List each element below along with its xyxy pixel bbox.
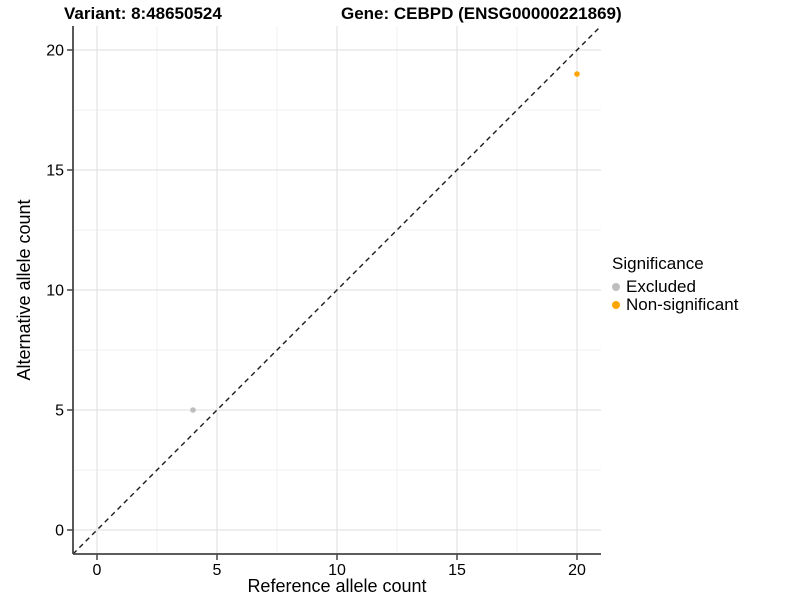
y-tick-label: 0 (55, 523, 64, 540)
y-tick-label: 20 (46, 43, 64, 60)
x-tick-label: 15 (448, 562, 466, 579)
excluded-point-icon (612, 283, 620, 291)
y-axis-title: Alternative allele count (14, 199, 34, 381)
x-tick-label: 5 (213, 562, 222, 579)
x-tick-label: 0 (93, 562, 102, 579)
data-point-non-significant (574, 71, 580, 77)
y-tick-label: 5 (55, 403, 64, 420)
legend-label-excluded: Excluded (626, 277, 696, 296)
y-tick-label: 10 (46, 283, 64, 300)
x-tick-label: 20 (568, 562, 586, 579)
y-tick-label: 15 (46, 163, 64, 180)
non-significant-point-icon (612, 301, 620, 309)
legend-item-excluded: Excluded (612, 277, 738, 296)
data-point-excluded (190, 407, 196, 413)
gene-title: Gene: CEBPD (ENSG00000221869) (341, 4, 622, 23)
x-tick-label: 10 (328, 562, 346, 579)
legend: Significance Excluded Non-significant (612, 254, 738, 314)
identity-line (72, 25, 602, 555)
variant-title: Variant: 8:48650524 (64, 4, 222, 23)
legend-title: Significance (612, 254, 704, 273)
x-axis-title: Reference allele count (247, 576, 427, 596)
legend-item-non-significant: Non-significant (612, 295, 739, 314)
legend-label-non-significant: Non-significant (626, 295, 739, 314)
